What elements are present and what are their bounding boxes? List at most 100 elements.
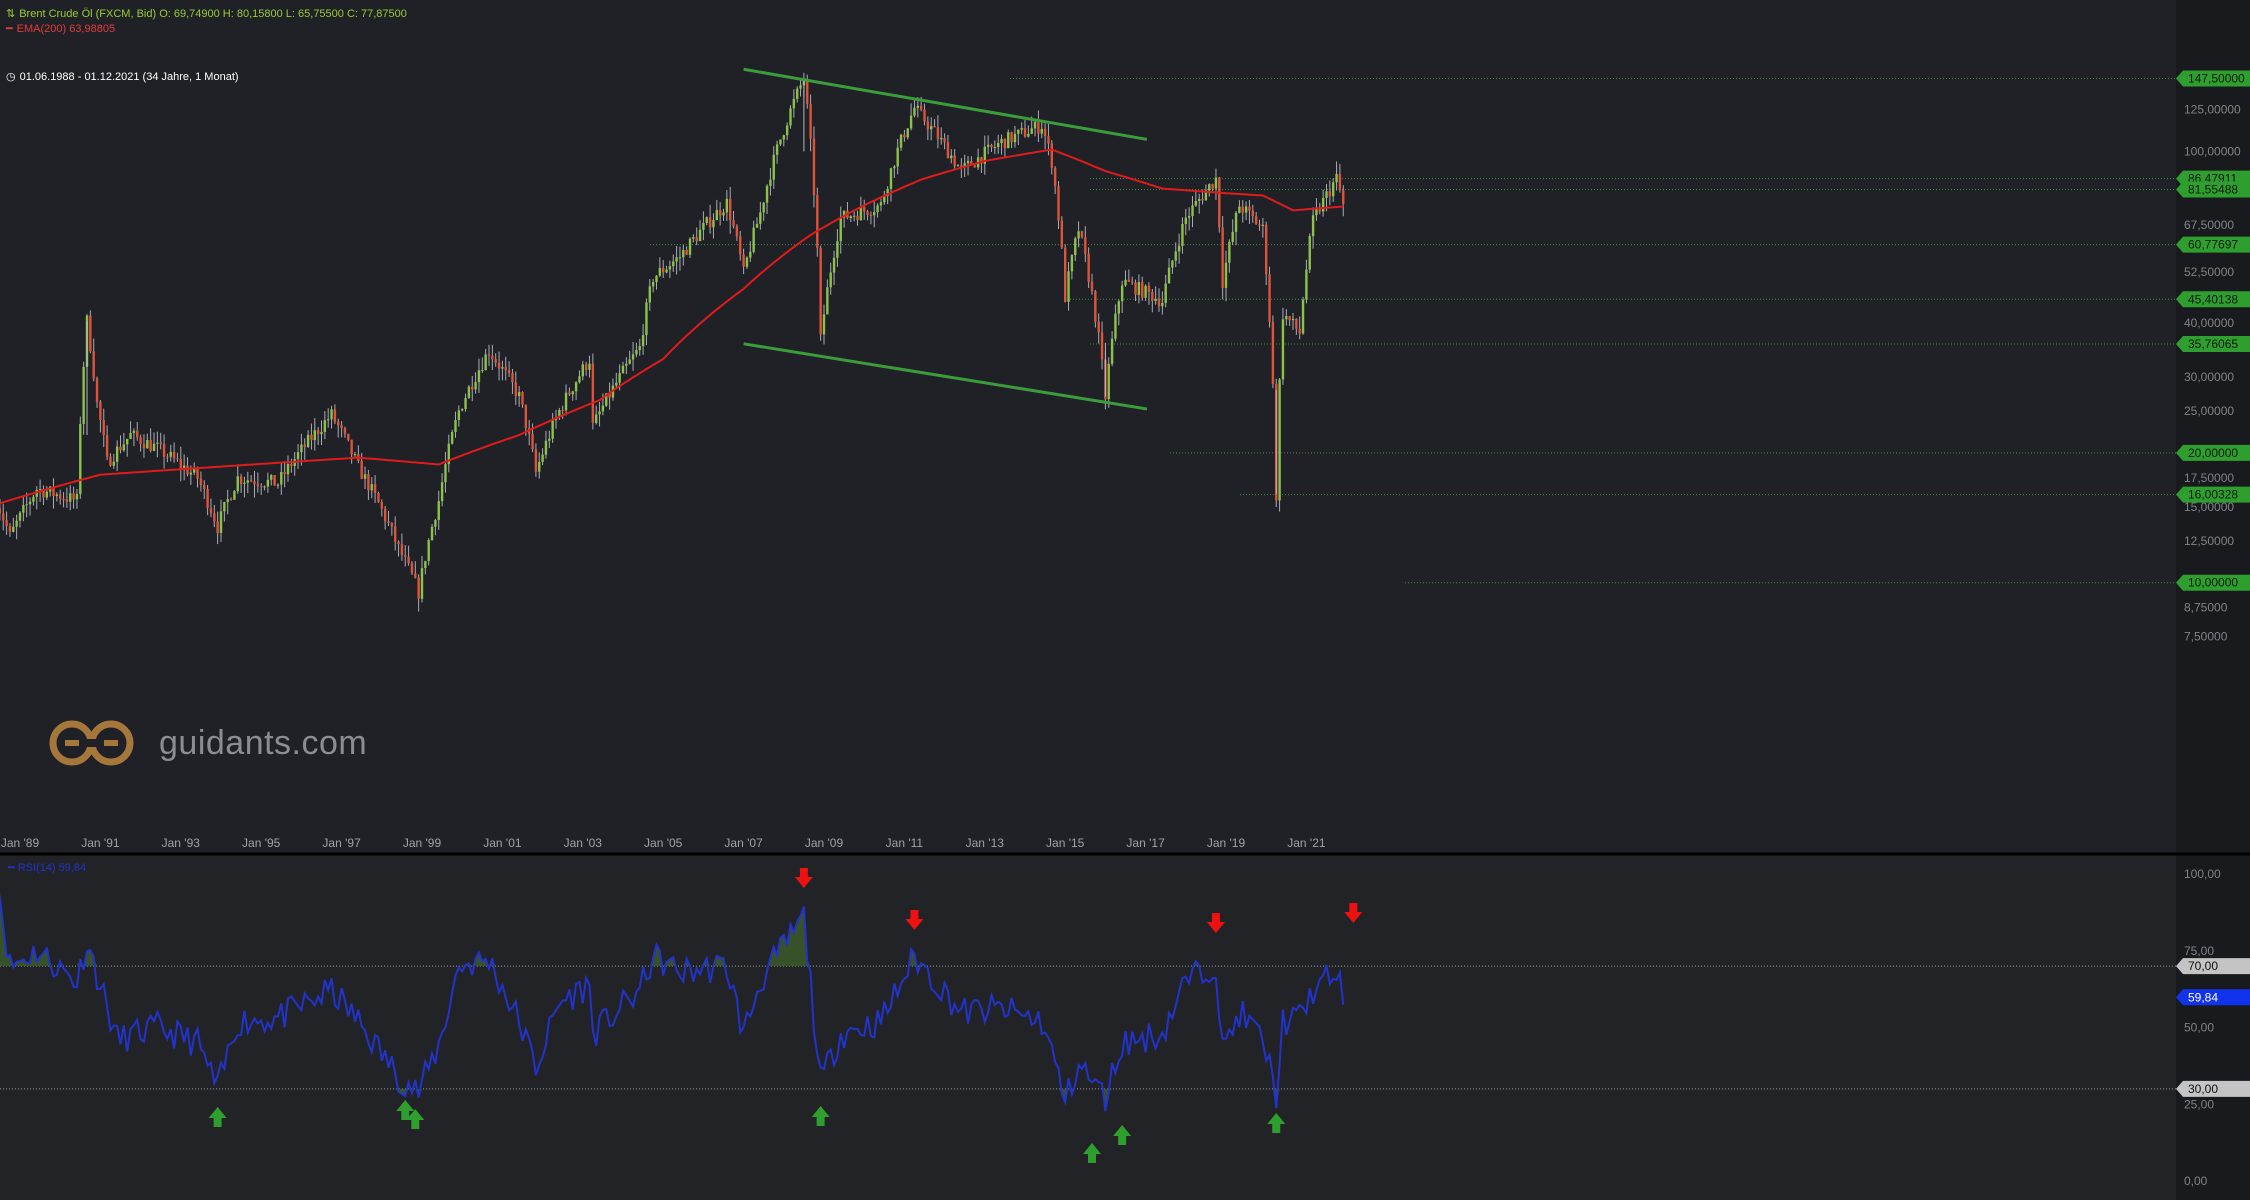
candle-body	[390, 522, 394, 527]
candle-body	[930, 126, 933, 130]
candle-body	[919, 105, 923, 110]
candle-body	[792, 98, 796, 109]
candle-body	[1023, 128, 1027, 137]
candle-body	[343, 428, 347, 434]
candle-body	[1027, 133, 1030, 137]
candle-body	[1020, 128, 1023, 130]
candle-body	[1050, 143, 1053, 168]
candle-body	[916, 105, 919, 108]
candle-body	[347, 433, 350, 440]
level-badge-bg	[2176, 236, 2250, 253]
clock-icon: ◷	[6, 71, 16, 83]
candle-body	[785, 125, 789, 136]
x-tick-label: Jan '97	[322, 836, 361, 850]
candle-body	[893, 166, 896, 169]
candle-body	[909, 115, 913, 129]
candle-body	[1100, 332, 1104, 360]
candle-body	[18, 512, 22, 521]
candle-body	[1107, 363, 1110, 400]
candle-body	[538, 461, 541, 472]
candle-body	[239, 476, 243, 484]
level-badge-bg	[2176, 444, 2250, 461]
candle-body	[544, 440, 548, 455]
candle-body	[1228, 241, 1231, 263]
candle-body	[152, 443, 156, 451]
candle-body	[1110, 338, 1114, 364]
x-tick-label: Jan '07	[724, 836, 763, 850]
candle-body	[1053, 167, 1057, 187]
candle-body	[430, 526, 434, 541]
candle-body	[983, 146, 986, 164]
candle-body	[1057, 186, 1060, 221]
candle-body	[1010, 132, 1013, 143]
range-info: ◷ 01.06.1988 - 01.12.2021 (34 Jahre, 1 Mo…	[6, 70, 239, 83]
candle-body	[383, 508, 387, 522]
range-info-text: 01.06.1988 - 01.12.2021 (34 Jahre, 1 Mon…	[19, 71, 239, 83]
candle-body	[856, 215, 859, 221]
candle-body	[1070, 255, 1074, 272]
candle-body	[574, 382, 578, 392]
candle-body	[782, 135, 785, 140]
candle-body	[42, 489, 45, 498]
candle-body	[387, 521, 390, 523]
candle-body	[337, 421, 340, 426]
candle-body	[759, 212, 762, 224]
candle-body	[1332, 182, 1335, 197]
candle-body	[1120, 285, 1124, 302]
candle-body	[72, 493, 75, 500]
candle-body	[189, 472, 193, 475]
level-badge-bg	[2176, 181, 2250, 198]
x-tick-label: Jan '91	[81, 836, 120, 850]
horizontal-levels	[0, 78, 2176, 1090]
candle-body	[380, 502, 383, 509]
candle-body	[300, 444, 303, 453]
candle-body	[678, 257, 682, 259]
candle-body	[377, 493, 380, 503]
sell-arrow-icon	[794, 868, 813, 888]
candle-body	[447, 443, 450, 465]
candle-body	[310, 434, 313, 441]
candle-body	[501, 367, 504, 369]
candle-body	[286, 463, 290, 475]
candle-body	[1137, 282, 1141, 295]
candle-body	[59, 494, 62, 499]
candle-body	[568, 392, 571, 395]
candle-body	[370, 484, 373, 491]
candle-body	[142, 444, 146, 449]
candle-body	[283, 471, 286, 475]
candle-body	[112, 461, 115, 466]
candle-body	[1154, 298, 1157, 302]
rsi-legend: ━ RSI(14) 59,84	[8, 862, 87, 874]
rsi-y-tick-label: 25,00	[2184, 1097, 2214, 1111]
candle-body	[487, 354, 491, 356]
candle-body	[1261, 224, 1265, 226]
candle-body	[1013, 133, 1017, 143]
axes: Jan '89 Jan '91 Jan '93 Jan '95 Jan '97 Jan '…	[1, 103, 2241, 1188]
candle-body	[896, 147, 899, 167]
candle-body	[524, 404, 528, 429]
candle-body	[270, 475, 273, 480]
candle-body	[1030, 128, 1033, 134]
candle-body	[712, 220, 715, 228]
candle-body	[437, 501, 440, 521]
buy-arrow-icon	[208, 1107, 227, 1127]
candle-body	[119, 446, 122, 451]
candle-body	[886, 188, 889, 196]
candle-body	[1043, 128, 1047, 137]
candle-body	[1311, 215, 1315, 237]
candle-body	[1033, 121, 1037, 129]
candle-body	[775, 144, 779, 155]
y-tick-label: 7,50000	[2184, 630, 2228, 644]
candle-body	[826, 287, 829, 315]
candle-body	[1301, 299, 1305, 334]
candle-body	[69, 493, 72, 502]
candles-icon: ⇅	[6, 8, 16, 20]
x-tick-label: Jan '99	[403, 836, 442, 850]
candle-body	[708, 217, 712, 228]
candle-body	[464, 398, 467, 410]
candle-body	[1271, 321, 1275, 384]
candle-body	[206, 488, 209, 508]
candle-body	[400, 544, 404, 556]
candle-body	[229, 499, 233, 501]
